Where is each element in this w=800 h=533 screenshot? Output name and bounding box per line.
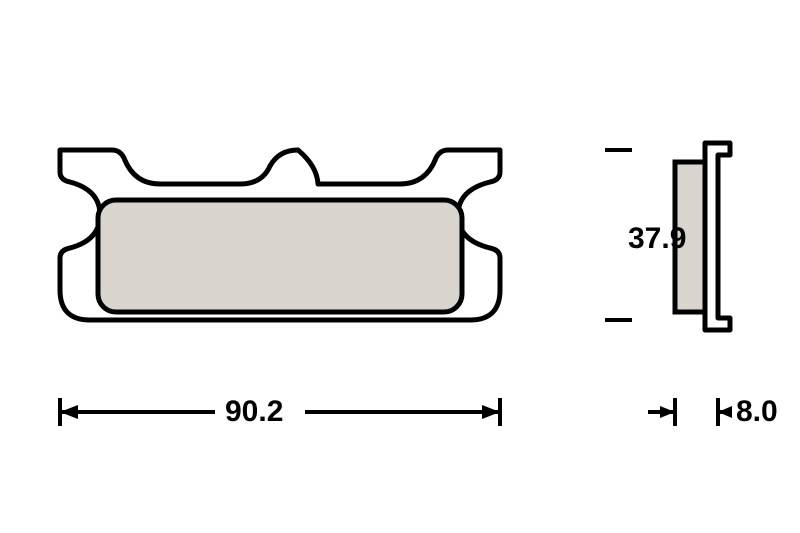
dimension-thickness-label: 8.0 [736,395,778,429]
friction-pad [98,200,462,312]
dimension-thickness [648,398,732,426]
side-backing-plate [705,143,730,330]
diagram-canvas: 37.9 90.2 8.0 [0,0,800,533]
front-view [60,150,500,320]
dimension-width-label: 90.2 [225,395,283,429]
diagram-svg [0,0,800,533]
dimension-height-label: 37.9 [628,222,686,256]
